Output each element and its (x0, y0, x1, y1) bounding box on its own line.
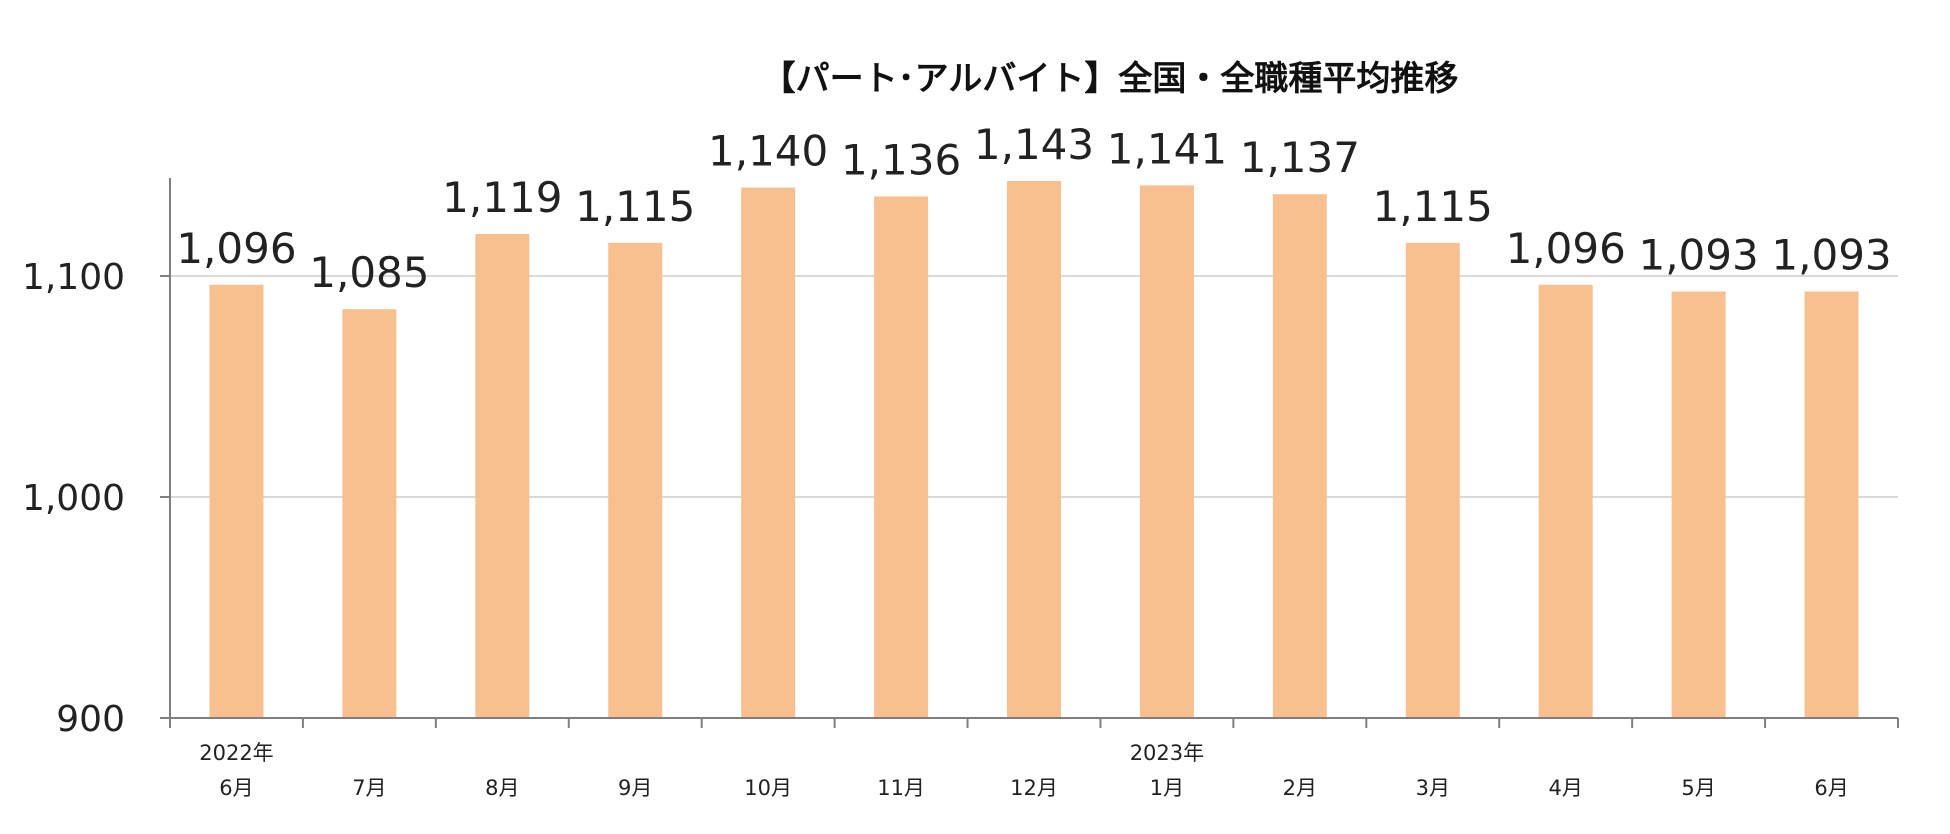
year-label: 2022年 (199, 741, 273, 765)
bars (209, 180, 1859, 719)
bar (1007, 180, 1061, 719)
bar (874, 196, 929, 718)
data-label: 1,143 (974, 120, 1094, 169)
data-label: 1,141 (1107, 124, 1227, 173)
bar (342, 309, 397, 718)
data-label: 1,115 (575, 182, 695, 231)
x-tick-label: 6月 (1814, 776, 1848, 800)
data-label: 1,119 (442, 173, 562, 222)
x-tick-label: 8月 (485, 776, 519, 800)
data-label: 1,096 (176, 224, 296, 273)
year-label: 2023年 (1130, 741, 1204, 765)
x-tick-label: 5月 (1681, 776, 1715, 800)
bar (1272, 194, 1327, 719)
x-tick-label: 1月 (1150, 776, 1184, 800)
data-label: 1,096 (1506, 224, 1626, 273)
bar (1804, 291, 1859, 718)
x-tick-label: 4月 (1549, 776, 1583, 800)
data-label: 1,115 (1373, 182, 1493, 231)
bar (475, 234, 530, 718)
y-tick-label: 1,000 (22, 478, 125, 519)
bar (1538, 284, 1593, 718)
y-tick-label: 1,100 (22, 257, 125, 298)
data-label: 1,093 (1771, 230, 1891, 279)
x-tick-label: 9月 (618, 776, 652, 800)
x-tick-label: 6月 (219, 776, 253, 800)
x-tick-label: 11月 (877, 776, 925, 800)
x-tick-label: 7月 (352, 776, 386, 800)
x-tick-label: 12月 (1010, 776, 1058, 800)
bar (608, 242, 663, 718)
x-tick-label: 2月 (1283, 776, 1317, 800)
y-tick-label: 900 (56, 699, 125, 740)
bar (1139, 185, 1194, 718)
chart-title: 【パート･アルバイト】全国・全職種平均推移 (762, 59, 1459, 99)
data-label: 1,093 (1638, 230, 1758, 279)
bar (209, 284, 264, 718)
bar (741, 187, 796, 719)
bar (1405, 242, 1460, 718)
data-label: 1,085 (309, 248, 429, 297)
data-label: 1,136 (841, 135, 961, 184)
x-tick-label: 3月 (1416, 776, 1450, 800)
data-label: 1,137 (1240, 133, 1360, 182)
x-tick-label: 10月 (744, 776, 792, 800)
data-labels: 1,096 1,085 1,119 1,115 1,140 1,136 1,143 1,141… (176, 120, 1891, 297)
x-axis-tick-labels: 6月 7月 8月 9月 10月 11月 12月 1月 2月 3月 4月 5月 6月 2022年 2023年 (199, 741, 1848, 800)
data-label: 1,140 (708, 127, 828, 176)
axes (160, 178, 1899, 728)
y-axis-tick-labels: 900 1,000 1,100 (22, 257, 125, 740)
bar (1671, 291, 1726, 718)
